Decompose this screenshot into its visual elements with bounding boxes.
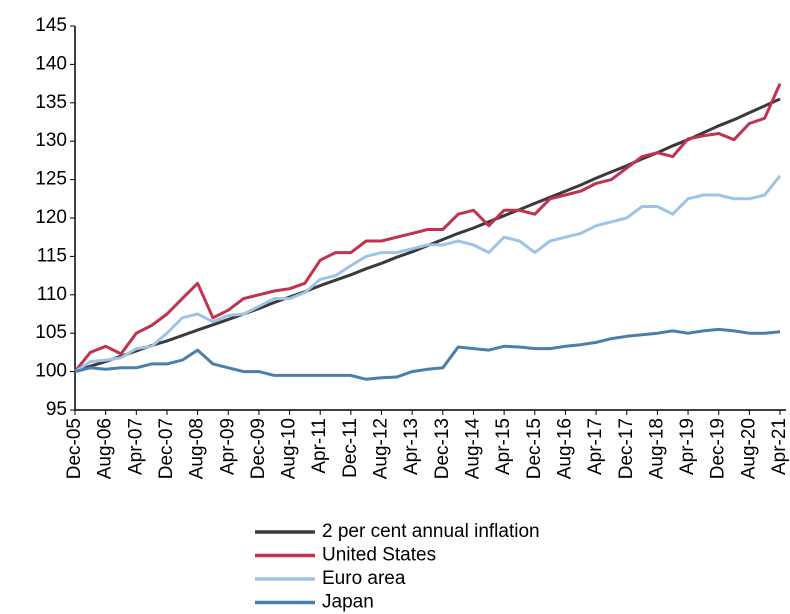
- x-tick-label: Apr-15: [493, 418, 514, 475]
- legend-label: Euro area: [322, 568, 406, 589]
- x-tick-label: Aug-10: [279, 418, 300, 479]
- x-tick-label: Aug-06: [95, 418, 116, 479]
- y-tick-label: 130: [35, 130, 67, 151]
- x-tick-label: Dec-07: [156, 418, 177, 479]
- y-tick-label: 120: [35, 207, 67, 228]
- legend-label: United States: [322, 545, 436, 566]
- x-tick-label: Apr-13: [401, 418, 422, 475]
- x-tick-label: Aug-14: [462, 418, 483, 480]
- y-tick-label: 145: [35, 15, 67, 36]
- legend-label: 2 per cent annual inflation: [322, 521, 540, 542]
- x-tick-label: Aug-16: [554, 418, 575, 479]
- x-tick-label: Dec-17: [616, 418, 637, 479]
- x-tick-label: Apr-09: [217, 418, 238, 475]
- x-tick-label: Dec-05: [64, 418, 85, 479]
- x-tick-label: Dec-09: [248, 418, 269, 479]
- legend-label: Japan: [322, 592, 374, 613]
- y-tick-label: 135: [35, 92, 67, 113]
- x-tick-label: Apr-07: [125, 418, 146, 475]
- y-tick-label: 110: [37, 284, 67, 305]
- x-tick-label: Dec-19: [708, 418, 729, 479]
- series-line: [74, 327, 781, 381]
- series-line: [74, 174, 782, 373]
- y-tick-label: 140: [35, 53, 67, 74]
- x-tick-label: Aug-20: [738, 418, 759, 479]
- x-tick-label: Apr-17: [585, 418, 606, 475]
- x-tick-label: Dec-11: [340, 418, 361, 478]
- x-tick-label: Aug-08: [187, 418, 208, 479]
- x-tick-label: Apr-19: [677, 418, 698, 475]
- x-tick-label: Dec-15: [524, 418, 545, 479]
- x-tick-label: Aug-18: [646, 418, 667, 479]
- y-tick-label: 95: [46, 399, 67, 420]
- series-line: [73, 82, 782, 373]
- x-tick-label: Apr-21: [769, 418, 790, 475]
- y-tick-label: 115: [37, 245, 67, 266]
- x-tick-label: Aug-12: [371, 418, 392, 479]
- y-tick-label: 105: [35, 322, 67, 343]
- y-tick-label: 125: [35, 169, 67, 190]
- y-tick-label: 100: [35, 361, 67, 382]
- x-tick-label: Dec-13: [432, 418, 453, 479]
- x-tick-label: Apr-11: [309, 418, 330, 474]
